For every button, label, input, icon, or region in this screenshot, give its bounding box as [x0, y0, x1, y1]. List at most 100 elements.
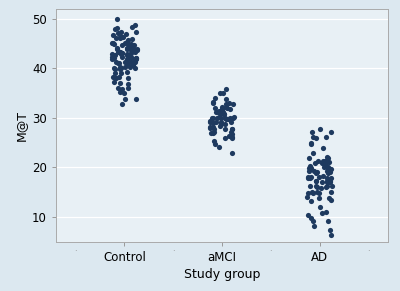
- Point: [328, 190, 334, 195]
- Point: [222, 135, 228, 140]
- Point: [308, 141, 314, 146]
- Point: [324, 176, 330, 181]
- Point: [125, 56, 131, 61]
- Point: [109, 55, 115, 60]
- Point: [118, 70, 124, 75]
- Point: [328, 233, 334, 238]
- Point: [210, 125, 216, 129]
- Point: [220, 91, 226, 95]
- Point: [210, 100, 216, 105]
- Point: [122, 65, 128, 69]
- Point: [210, 131, 216, 135]
- Point: [311, 224, 317, 228]
- Point: [113, 76, 119, 81]
- Point: [314, 185, 320, 189]
- Point: [118, 66, 124, 71]
- Point: [328, 129, 334, 134]
- Point: [324, 171, 331, 175]
- Point: [132, 22, 138, 27]
- Point: [128, 42, 134, 47]
- Point: [316, 196, 322, 200]
- Point: [227, 129, 234, 134]
- Point: [324, 219, 331, 223]
- Point: [327, 175, 334, 180]
- Point: [113, 36, 119, 40]
- Point: [119, 35, 126, 39]
- Point: [115, 61, 121, 65]
- Point: [320, 146, 326, 150]
- Point: [313, 184, 319, 189]
- Point: [206, 126, 213, 131]
- Point: [117, 89, 123, 94]
- Point: [316, 175, 322, 180]
- Point: [130, 62, 136, 67]
- Point: [320, 174, 326, 179]
- Point: [111, 56, 118, 61]
- Point: [117, 67, 123, 72]
- Point: [310, 219, 316, 223]
- Point: [321, 159, 328, 163]
- Point: [132, 50, 138, 54]
- Point: [221, 111, 227, 116]
- Point: [308, 198, 314, 203]
- Point: [307, 166, 314, 171]
- Point: [132, 66, 138, 71]
- Point: [128, 45, 134, 49]
- Point: [308, 175, 314, 180]
- Point: [320, 159, 326, 163]
- Point: [131, 46, 137, 51]
- Point: [212, 106, 219, 111]
- Point: [229, 131, 236, 136]
- Point: [328, 184, 335, 189]
- Point: [223, 102, 229, 106]
- Point: [114, 26, 120, 31]
- Point: [128, 51, 135, 56]
- Point: [114, 17, 120, 22]
- Point: [133, 57, 140, 62]
- Point: [119, 42, 125, 47]
- Point: [115, 50, 122, 55]
- Point: [222, 121, 228, 126]
- X-axis label: Study group: Study group: [184, 268, 260, 281]
- Point: [125, 86, 132, 91]
- Point: [218, 111, 225, 116]
- Point: [324, 169, 330, 173]
- Point: [132, 60, 138, 65]
- Point: [128, 60, 134, 64]
- Point: [327, 228, 334, 233]
- Point: [324, 155, 330, 159]
- Point: [113, 47, 120, 52]
- Point: [219, 104, 226, 109]
- Point: [313, 136, 319, 140]
- Point: [310, 191, 316, 195]
- Point: [210, 129, 217, 134]
- Point: [308, 216, 314, 220]
- Point: [212, 95, 218, 100]
- Point: [117, 36, 124, 40]
- Point: [305, 175, 312, 180]
- Point: [125, 52, 131, 57]
- Point: [109, 51, 115, 56]
- Point: [230, 101, 236, 106]
- Point: [114, 86, 121, 91]
- Point: [112, 70, 118, 75]
- Point: [229, 126, 235, 131]
- Point: [207, 120, 213, 124]
- Point: [328, 198, 334, 203]
- Point: [323, 185, 329, 190]
- Point: [210, 127, 217, 131]
- Point: [210, 120, 217, 125]
- Point: [118, 52, 125, 56]
- Point: [207, 125, 214, 130]
- Point: [305, 213, 311, 218]
- Point: [306, 156, 312, 160]
- Point: [132, 56, 138, 61]
- Point: [319, 180, 326, 184]
- Point: [115, 31, 121, 35]
- Point: [116, 75, 122, 80]
- Point: [119, 55, 126, 59]
- Point: [122, 40, 128, 45]
- Point: [134, 47, 140, 52]
- Point: [316, 191, 322, 196]
- Point: [124, 56, 130, 61]
